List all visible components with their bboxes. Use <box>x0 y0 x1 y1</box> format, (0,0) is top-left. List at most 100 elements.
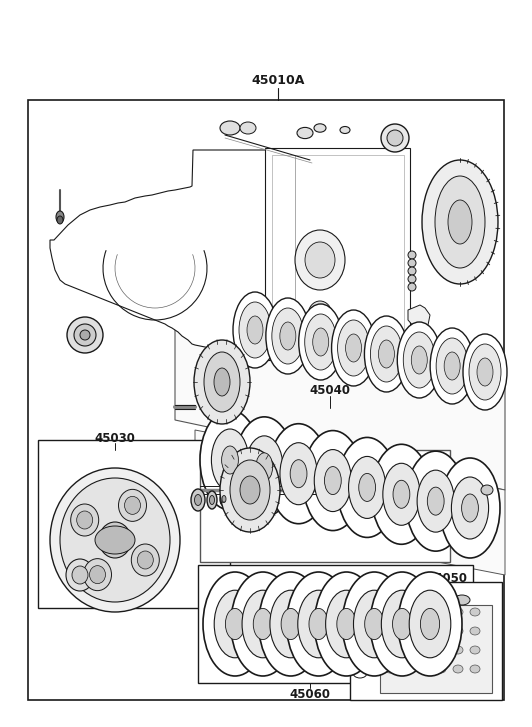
Ellipse shape <box>453 646 463 654</box>
Ellipse shape <box>337 438 397 537</box>
Ellipse shape <box>408 275 416 283</box>
Ellipse shape <box>303 430 363 531</box>
Ellipse shape <box>340 126 350 134</box>
Ellipse shape <box>242 590 284 658</box>
Ellipse shape <box>408 283 416 291</box>
Ellipse shape <box>230 460 270 520</box>
Text: 45030: 45030 <box>95 432 136 444</box>
Text: 45040: 45040 <box>310 384 351 396</box>
Ellipse shape <box>403 332 435 388</box>
Ellipse shape <box>436 608 446 616</box>
Ellipse shape <box>470 627 480 635</box>
Ellipse shape <box>436 646 446 654</box>
Ellipse shape <box>203 572 267 676</box>
Ellipse shape <box>137 551 153 569</box>
Ellipse shape <box>211 429 248 491</box>
Ellipse shape <box>331 310 376 386</box>
Ellipse shape <box>402 665 412 673</box>
Ellipse shape <box>246 436 283 498</box>
Ellipse shape <box>419 646 429 654</box>
Bar <box>350 582 502 700</box>
Ellipse shape <box>309 608 328 640</box>
Ellipse shape <box>398 572 462 676</box>
Ellipse shape <box>481 485 493 495</box>
Ellipse shape <box>462 494 478 522</box>
Ellipse shape <box>408 251 416 259</box>
Ellipse shape <box>60 478 170 602</box>
Bar <box>38 440 230 608</box>
Ellipse shape <box>417 470 454 532</box>
Ellipse shape <box>194 340 250 424</box>
Ellipse shape <box>269 424 329 523</box>
Ellipse shape <box>370 326 402 382</box>
Ellipse shape <box>406 451 466 551</box>
Ellipse shape <box>99 522 131 558</box>
Ellipse shape <box>385 627 395 635</box>
Ellipse shape <box>408 259 416 267</box>
Ellipse shape <box>220 492 228 506</box>
Ellipse shape <box>247 316 263 344</box>
Ellipse shape <box>240 476 260 504</box>
Ellipse shape <box>295 230 345 290</box>
Ellipse shape <box>453 665 463 673</box>
Ellipse shape <box>305 314 337 370</box>
Ellipse shape <box>411 346 427 374</box>
Ellipse shape <box>387 130 403 146</box>
Ellipse shape <box>89 566 105 584</box>
Ellipse shape <box>220 448 280 532</box>
Ellipse shape <box>74 324 96 346</box>
Ellipse shape <box>266 298 310 374</box>
Ellipse shape <box>427 487 444 515</box>
Ellipse shape <box>314 572 378 676</box>
Ellipse shape <box>290 459 307 488</box>
Ellipse shape <box>287 572 351 676</box>
Ellipse shape <box>195 494 202 505</box>
Ellipse shape <box>259 572 323 676</box>
Ellipse shape <box>72 566 88 584</box>
Ellipse shape <box>412 589 428 599</box>
Ellipse shape <box>353 590 395 658</box>
Ellipse shape <box>381 590 423 658</box>
Ellipse shape <box>256 453 273 481</box>
Ellipse shape <box>325 467 341 494</box>
Ellipse shape <box>231 572 295 676</box>
Ellipse shape <box>80 330 90 340</box>
Ellipse shape <box>430 328 474 404</box>
Bar <box>380 605 492 693</box>
Ellipse shape <box>453 608 463 616</box>
Ellipse shape <box>364 316 409 392</box>
Ellipse shape <box>451 477 488 539</box>
Ellipse shape <box>234 417 294 517</box>
Ellipse shape <box>393 608 412 640</box>
Ellipse shape <box>440 458 500 558</box>
Ellipse shape <box>409 590 451 658</box>
Ellipse shape <box>454 595 470 605</box>
Ellipse shape <box>477 358 493 386</box>
Ellipse shape <box>350 604 362 612</box>
Ellipse shape <box>204 352 240 412</box>
Ellipse shape <box>338 320 370 376</box>
Ellipse shape <box>66 559 94 591</box>
Ellipse shape <box>280 443 317 505</box>
Ellipse shape <box>364 608 384 640</box>
Ellipse shape <box>200 410 260 510</box>
Text: 45010A: 45010A <box>251 73 305 87</box>
Ellipse shape <box>342 572 406 676</box>
Ellipse shape <box>272 308 304 364</box>
Ellipse shape <box>453 627 463 635</box>
Ellipse shape <box>124 497 140 515</box>
Bar <box>200 450 450 562</box>
Ellipse shape <box>444 352 460 380</box>
Ellipse shape <box>191 489 205 511</box>
Ellipse shape <box>222 496 226 502</box>
Ellipse shape <box>57 216 63 224</box>
Polygon shape <box>408 305 430 330</box>
Ellipse shape <box>419 608 429 616</box>
Ellipse shape <box>371 444 431 545</box>
Ellipse shape <box>436 627 446 635</box>
Ellipse shape <box>84 558 112 590</box>
Ellipse shape <box>378 340 394 368</box>
Ellipse shape <box>408 267 416 275</box>
Ellipse shape <box>207 491 217 509</box>
Ellipse shape <box>385 665 395 673</box>
